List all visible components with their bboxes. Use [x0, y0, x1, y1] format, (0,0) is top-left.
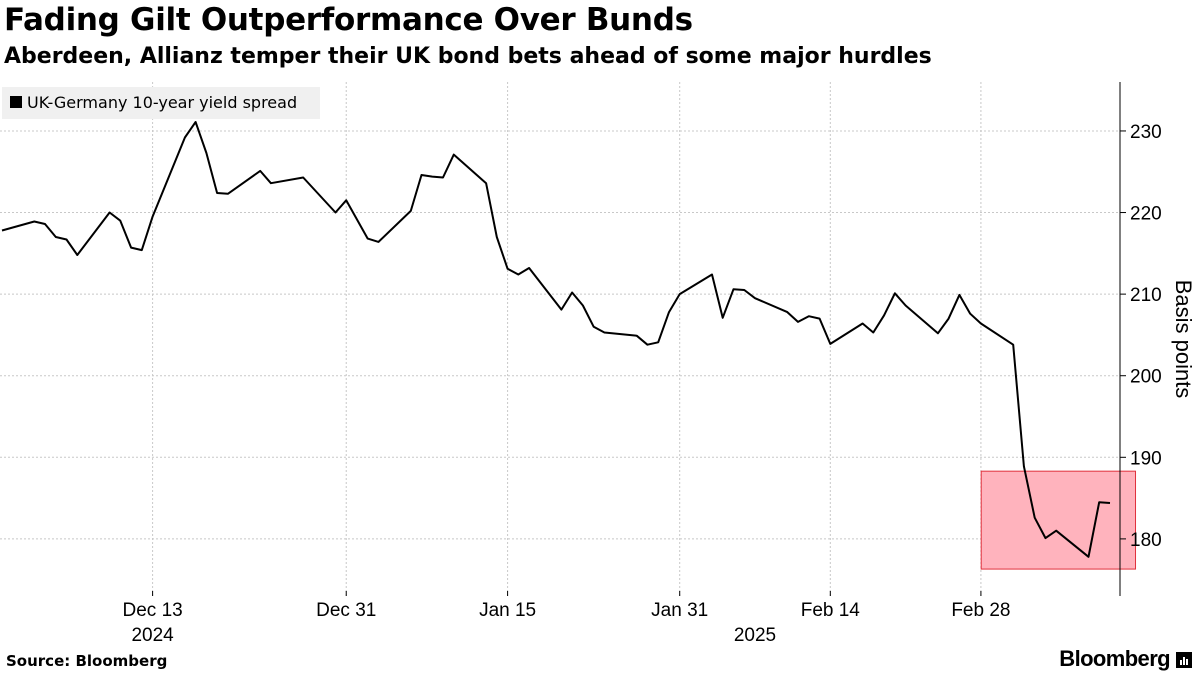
series-layer [1, 121, 1111, 558]
x-tick-label: Jan 15 [479, 600, 536, 621]
legend: UK-Germany 10-year yield spread [2, 87, 320, 119]
y-axis-label: Basis points [1171, 280, 1196, 399]
y-tick-label: 190 [1130, 448, 1162, 469]
y-tick-label: 220 [1130, 204, 1162, 225]
source-note: Source: Bloomberg [6, 652, 168, 670]
x-tick-label: Feb 14 [801, 600, 861, 621]
grid-layer [0, 82, 1120, 596]
legend-background [2, 87, 320, 119]
x-tick-label: Dec 31 [316, 600, 376, 621]
y-tick-label: 210 [1130, 285, 1162, 306]
highlight-layer [980, 470, 1137, 570]
y-tick-label: 230 [1130, 122, 1162, 143]
x-year-label: 2025 [734, 625, 776, 646]
bloomberg-logo: Bloomberg [1059, 646, 1192, 672]
legend-label: UK-Germany 10-year yield spread [27, 93, 297, 112]
brand-wordmark: Bloomberg [1059, 646, 1170, 671]
y-tick-label: 200 [1130, 367, 1162, 388]
x-year-label: 2024 [131, 625, 174, 646]
x-tick-label: Dec 13 [123, 600, 183, 621]
legend-swatch [10, 96, 22, 108]
y-tick-label: 180 [1130, 530, 1162, 551]
x-tick-label: Feb 28 [951, 600, 1010, 621]
bars-icon [1176, 652, 1192, 668]
highlight-box [980, 470, 1137, 570]
chart-title: Fading Gilt Outperformance Over Bunds [4, 2, 693, 38]
axis-layer: 180 190 200 210 220 230 Dec 13 Dec 31 Jan 15 Jan … [123, 82, 1162, 646]
chart-subtitle: Aberdeen, Allianz temper their UK bond b… [4, 44, 932, 69]
series-line [1, 121, 1111, 558]
x-tick-label: Jan 31 [651, 600, 708, 621]
